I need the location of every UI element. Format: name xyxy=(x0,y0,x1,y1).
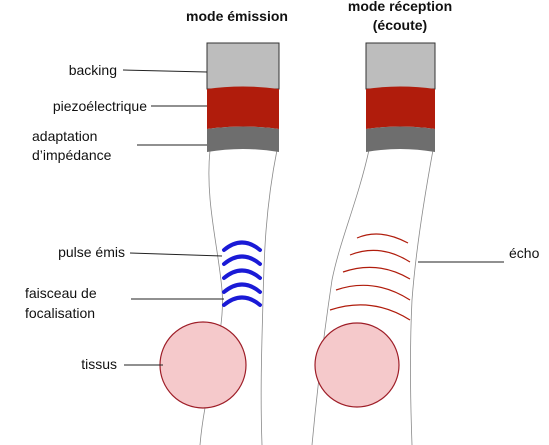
label-piezo: piezoélectrique xyxy=(53,98,147,114)
title-reception-sub: (écoute) xyxy=(373,17,427,33)
tissue-circle-emission xyxy=(159,321,247,409)
label-pulse: pulse émis xyxy=(58,244,125,260)
pulse-arc-1 xyxy=(222,240,262,252)
title-reception-mode: mode réception xyxy=(348,0,452,14)
reception-beam xyxy=(311,149,434,445)
emission-piezo-layer xyxy=(207,86,279,129)
label-leader-lines xyxy=(122,69,504,366)
reception-transducer xyxy=(365,42,436,152)
title-emission-mode: mode émission xyxy=(186,8,288,24)
reception-backing-layer xyxy=(365,42,436,90)
echo-arc-2 xyxy=(349,249,411,263)
reception-beam-right-edge xyxy=(410,149,434,445)
reception-piezo-layer xyxy=(366,86,435,129)
echo-arc-3 xyxy=(342,266,411,280)
emission-matching-layer xyxy=(207,126,279,152)
label-adaptation-line2: d’impédance xyxy=(32,147,112,163)
leader-pulse xyxy=(129,252,223,257)
emission-backing-layer xyxy=(206,42,280,90)
echo-arc-1 xyxy=(356,233,409,244)
pulse-arc-2 xyxy=(222,254,262,266)
reception-matching-layer xyxy=(366,126,435,152)
echo-arc-5 xyxy=(329,304,411,321)
emission-beam-right-edge xyxy=(260,149,278,445)
label-echo: écho xyxy=(509,245,540,261)
emission-transducer xyxy=(206,42,280,152)
leader-backing xyxy=(122,69,208,73)
label-backing: backing xyxy=(69,62,117,78)
label-faisceau-line2: focalisation xyxy=(25,305,95,321)
label-tissus: tissus xyxy=(81,356,117,372)
pulse-arc-4 xyxy=(222,282,262,294)
echo-arc-4 xyxy=(335,284,411,301)
pulse-arc-3 xyxy=(222,268,262,280)
label-faisceau-line1: faisceau de xyxy=(25,285,97,301)
echo-waves xyxy=(329,233,411,321)
label-adaptation-line1: adaptation xyxy=(32,128,97,144)
emitted-pulse-waves xyxy=(222,240,262,307)
pulse-arc-5 xyxy=(222,295,262,307)
reception-beam-left-edge xyxy=(311,149,370,445)
tissue-circle-reception xyxy=(314,322,400,408)
